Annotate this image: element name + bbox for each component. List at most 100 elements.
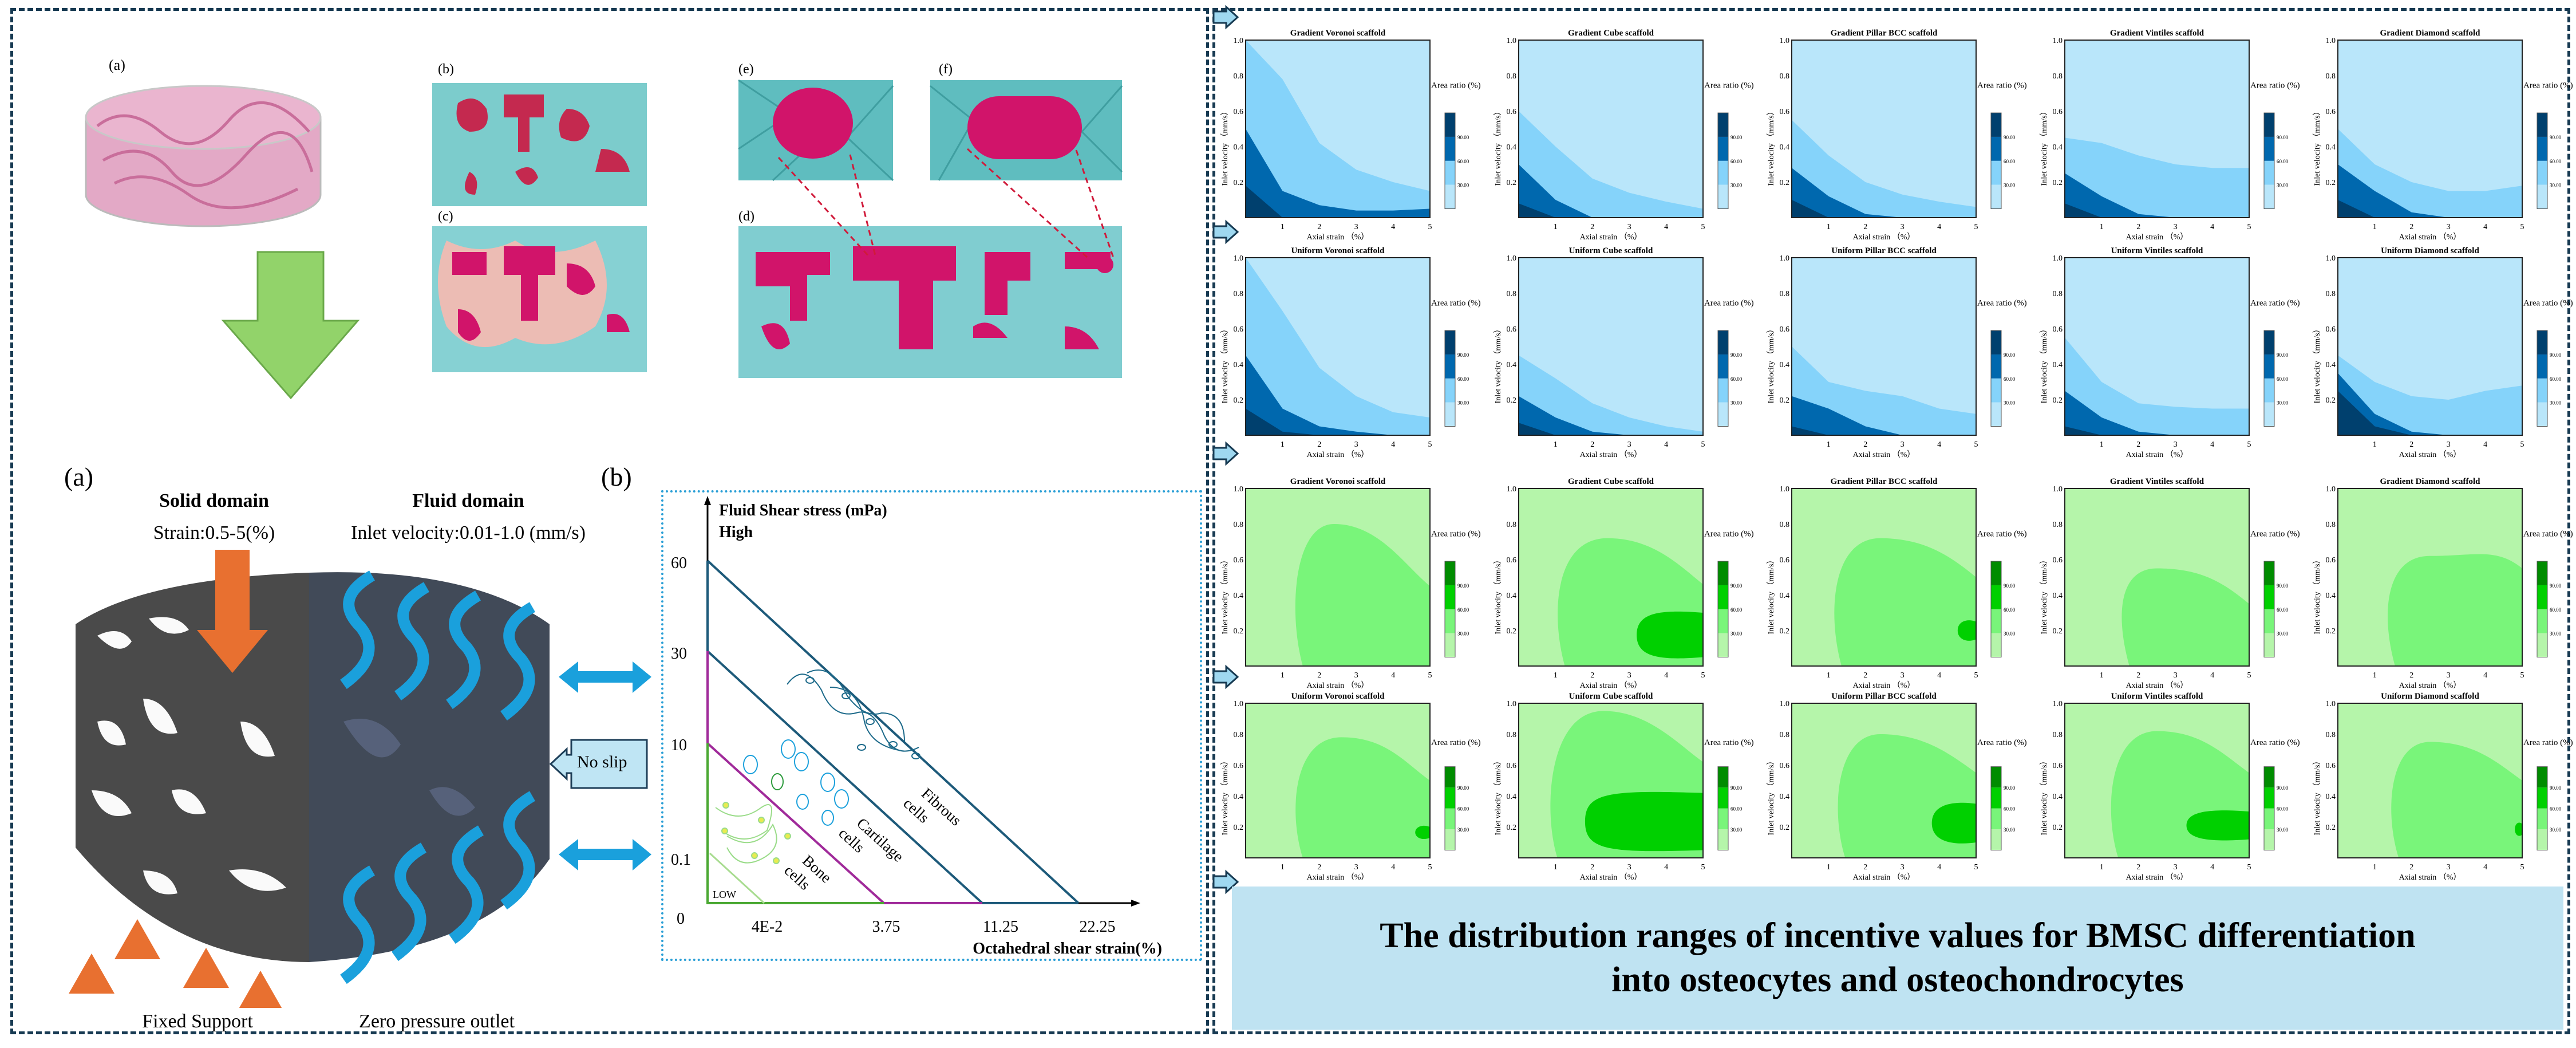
colorbar-tick: 90.00 <box>1730 352 1743 358</box>
region-above-60 <box>1792 168 1976 218</box>
colorbar-tick: 30.00 <box>1457 631 1469 637</box>
outlet-flow-icons <box>340 791 536 984</box>
colorbar-tick: 60.00 <box>2004 376 2016 382</box>
colorbar-swatch <box>1445 113 1455 137</box>
double-arrow-icon <box>559 661 651 693</box>
contour-plot: Gradient Cube scaffold 1 2 3 4 5 0.2 0.4 0.6 0.8 1… <box>1494 29 1754 242</box>
x-tick: 3 <box>1354 223 1358 231</box>
y-tick: 0.8 <box>2053 731 2063 739</box>
colorbar-swatch <box>1991 808 2001 830</box>
colorbar-swatch <box>1991 633 2001 657</box>
x-tick: 1 <box>1554 863 1558 872</box>
x-tick: 5 <box>1428 440 1432 449</box>
x-tick: 5 <box>2247 440 2251 449</box>
colorbar-tick: 90.00 <box>1457 785 1469 791</box>
plot-title: Uniform Cube scaffold <box>1569 246 1653 255</box>
region-above-30 <box>2065 337 2249 435</box>
y-tick: 0.6 <box>2326 108 2336 116</box>
x-axis-label: Axial strain （%） <box>1853 873 1915 882</box>
y-tick: 30 <box>671 645 687 663</box>
y-tick: 1.0 <box>1780 254 1790 263</box>
y-tick: 0.4 <box>2326 361 2336 369</box>
colorbar-tick: 90.00 <box>2277 352 2289 358</box>
y-axis-label: Inlet velocity （mm/s） <box>1494 556 1503 635</box>
y-tick: 0.2 <box>1780 824 1790 832</box>
y-tick: 0.4 <box>1780 592 1790 600</box>
section-image-c <box>432 226 647 372</box>
plot-frame <box>2064 488 2250 667</box>
colorbar-label: Area ratio (%) <box>2250 738 2300 747</box>
colorbar-tick: 30.00 <box>1730 400 1743 406</box>
colorbar-swatch <box>1445 609 1455 633</box>
x-tick: 1 <box>2100 863 2104 872</box>
region-above-30 <box>2338 129 2522 218</box>
y-tick: 0.8 <box>1780 521 1790 529</box>
colorbar-tick: 30.00 <box>2004 400 2016 406</box>
y-tick: 0.6 <box>1780 325 1790 334</box>
y-tick: 0.6 <box>1780 108 1790 116</box>
colorbar-frame <box>2263 330 2275 427</box>
x-tick: 3 <box>2174 863 2178 872</box>
y-tick: 0.2 <box>1507 627 1517 636</box>
y-tick: 0.2 <box>1234 627 1244 636</box>
y-tick: 0.4 <box>2053 143 2063 152</box>
down-arrow-icon <box>221 251 360 400</box>
region-above-60 <box>2186 810 2249 841</box>
x-tick: 4 <box>1664 440 1668 449</box>
colorbar-swatch <box>2264 330 2274 354</box>
fluid-domain-title: Fluid domain <box>412 490 524 511</box>
colorbar-swatch <box>1991 585 2001 609</box>
x-tick: 4 <box>2483 863 2487 872</box>
x-tick: 2 <box>1590 863 1594 872</box>
colorbar-swatch <box>1445 330 1455 354</box>
x-tick: 3 <box>2174 440 2178 449</box>
x-axis-label: Axial strain （%） <box>1580 681 1642 690</box>
colorbar-tick: 90.00 <box>2004 135 2016 140</box>
colorbar-swatch <box>1991 609 2001 633</box>
x-tick: 5 <box>1701 440 1705 449</box>
contour-plot: Gradient Voronoi scaffold 1 2 3 4 5 0.2 0.4 0.6 0… <box>1220 29 1481 242</box>
x-tick: 2 <box>1590 223 1594 231</box>
contour-plot: Uniform Vintiles scaffold 1 2 3 4 5 0.2 0.4 0.6 0… <box>2040 246 2300 459</box>
x-tick: 5 <box>1701 671 1705 680</box>
x-tick: 4 <box>1664 223 1668 231</box>
x-tick: 3 <box>1901 440 1905 449</box>
region-above-90 <box>2065 426 2249 435</box>
colorbar-swatch <box>1718 808 1728 830</box>
colorbar-swatch <box>2537 561 2547 585</box>
y-tick: 0.8 <box>1234 521 1244 529</box>
y-tick: 0.2 <box>1234 179 1244 187</box>
colorbar-swatch <box>1991 330 2001 354</box>
y-tick: 0.4 <box>1780 143 1790 152</box>
colorbar-tick: 60.00 <box>2550 159 2562 164</box>
x-tick: 5 <box>1974 223 1978 231</box>
y-tick: 0.2 <box>1780 396 1790 405</box>
colorbar-label: Area ratio (%) <box>1977 299 2027 308</box>
contour-plot: Gradient Voronoi scaffold 1 2 3 4 5 0.2 0.4 0.6 0… <box>1220 477 1481 690</box>
y-axis-label: Inlet velocity （mm/s） <box>1767 325 1776 404</box>
contour-plot: Gradient Diamond scaffold 1 2 3 4 5 0.2 0.4 0.6 0… <box>2313 29 2573 242</box>
colorbar-label: Area ratio (%) <box>1431 530 1481 539</box>
fluid-domain-mesh <box>309 572 550 962</box>
plot-title: Gradient Pillar BCC scaffold <box>1831 477 1938 486</box>
colorbar-tick: 30.00 <box>2277 400 2289 406</box>
y-tick: 0.6 <box>2053 762 2063 770</box>
x-axis-label: Axial strain （%） <box>1853 450 1915 459</box>
y-tick: 0.1 <box>671 851 691 869</box>
x-tick: 1 <box>1281 671 1285 680</box>
plot-title: Uniform Pillar BCC scaffold <box>1831 692 1937 701</box>
colorbar-swatch <box>2264 787 2274 809</box>
x-axis-label: Axial strain （%） <box>2126 233 2188 242</box>
section-image-d <box>738 226 1122 378</box>
plot-frame <box>1245 40 1431 218</box>
y-tick: 1.0 <box>2053 37 2063 45</box>
y-tick: 0.6 <box>2053 108 2063 116</box>
plot-title: Gradient Voronoi scaffold <box>1290 477 1386 486</box>
colorbar-swatch <box>2264 378 2274 403</box>
y-tick: 0.8 <box>1507 731 1517 739</box>
y-tick: 1.0 <box>2053 485 2063 494</box>
x-tick: 5 <box>1701 863 1705 872</box>
label-a-top: (a) <box>109 57 125 73</box>
y-axis-label: Inlet velocity （mm/s） <box>1767 757 1776 836</box>
